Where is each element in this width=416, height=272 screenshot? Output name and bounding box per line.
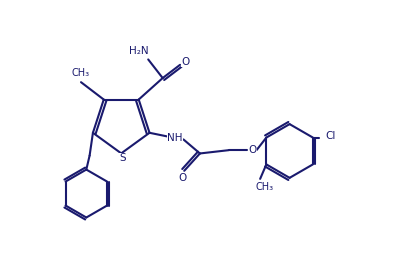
Text: H₂N: H₂N [129, 46, 149, 56]
Text: CH₃: CH₃ [255, 182, 273, 192]
Text: O: O [182, 57, 190, 67]
Text: O: O [248, 145, 257, 155]
Text: O: O [178, 173, 186, 183]
Text: NH: NH [167, 133, 183, 143]
Text: S: S [119, 153, 126, 163]
Text: CH₃: CH₃ [72, 68, 90, 78]
Text: Cl: Cl [325, 131, 335, 141]
